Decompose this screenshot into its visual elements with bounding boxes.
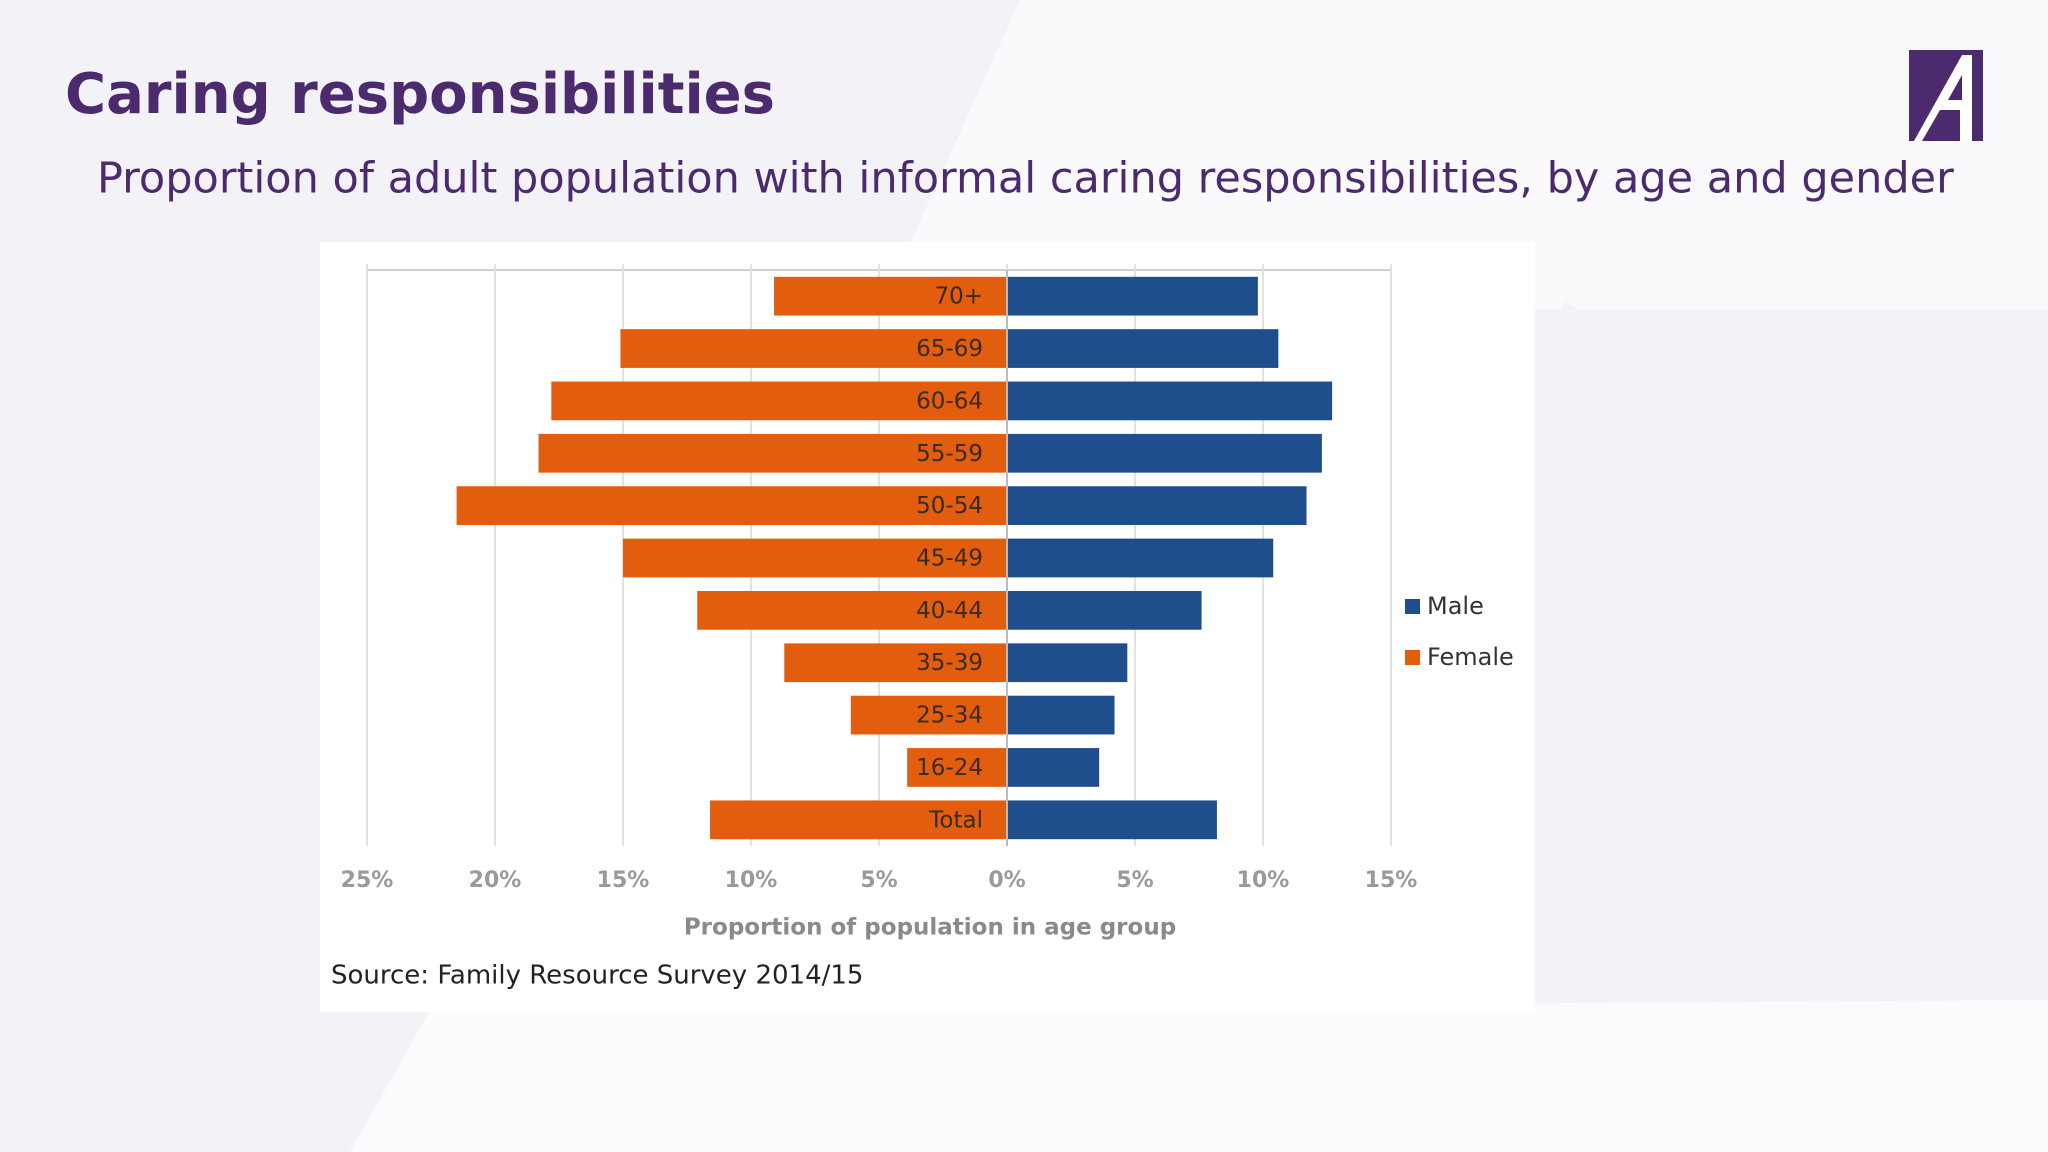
bar (907, 748, 1007, 787)
bar (774, 276, 1007, 316)
category-label: 60-64 (916, 388, 983, 414)
x-tick-label: 5% (1116, 868, 1153, 893)
bar (1007, 800, 1217, 840)
bar (623, 538, 1007, 578)
bar (784, 643, 1007, 683)
bar (456, 486, 1008, 526)
logo (1909, 50, 1983, 141)
x-axis-title: Proportion of population in age group (684, 915, 1176, 941)
bar (1007, 433, 1322, 473)
category-label: 45-49 (916, 546, 983, 572)
bar (1007, 590, 1202, 630)
slide-title: Caring responsibilities (65, 62, 775, 127)
x-tick-label: 5% (860, 868, 897, 893)
category-label: 70+ (934, 284, 983, 310)
category-label: 65-69 (916, 336, 983, 362)
source-note: Source: Family Resource Survey 2014/15 (331, 961, 863, 991)
logo-mark (1914, 55, 1972, 141)
bar (1007, 486, 1307, 526)
bg-shape (1020, 0, 2048, 310)
bar (1007, 748, 1100, 787)
x-tick-label: 20% (469, 868, 522, 893)
bar (710, 800, 1007, 840)
bar (1007, 643, 1128, 683)
slide-subtitle: Proportion of adult population with info… (97, 154, 1954, 204)
legend-swatch (1405, 650, 1420, 665)
bar (1007, 695, 1115, 735)
x-tick-label: 15% (1365, 868, 1418, 893)
legend-swatch (1405, 599, 1420, 614)
bar (551, 381, 1007, 421)
bar (538, 433, 1007, 473)
x-tick-label: 0% (988, 868, 1025, 893)
category-label: Total (928, 807, 983, 833)
x-tick-label: 25% (341, 868, 394, 893)
category-label: 40-44 (916, 598, 983, 624)
x-tick-label: 10% (725, 868, 778, 893)
logo-mark (1948, 75, 1962, 100)
bar (1007, 538, 1274, 578)
category-label: 16-24 (916, 755, 983, 781)
bar (850, 695, 1007, 735)
category-label: 35-39 (916, 650, 983, 676)
category-label: 55-59 (916, 441, 983, 467)
legend-label: Male (1427, 592, 1484, 620)
bar (1007, 276, 1258, 316)
bar (1007, 329, 1279, 368)
x-tick-label: 15% (597, 868, 650, 893)
bar (620, 329, 1007, 368)
category-label: 50-54 (916, 493, 983, 519)
x-tick-label: 10% (1237, 868, 1290, 893)
bg-shape (350, 1000, 2048, 1152)
category-label: 25-34 (916, 703, 983, 729)
legend-label: Female (1427, 643, 1514, 671)
bar (1007, 381, 1333, 421)
bg-shape (880, 0, 1720, 310)
bar (697, 590, 1007, 630)
